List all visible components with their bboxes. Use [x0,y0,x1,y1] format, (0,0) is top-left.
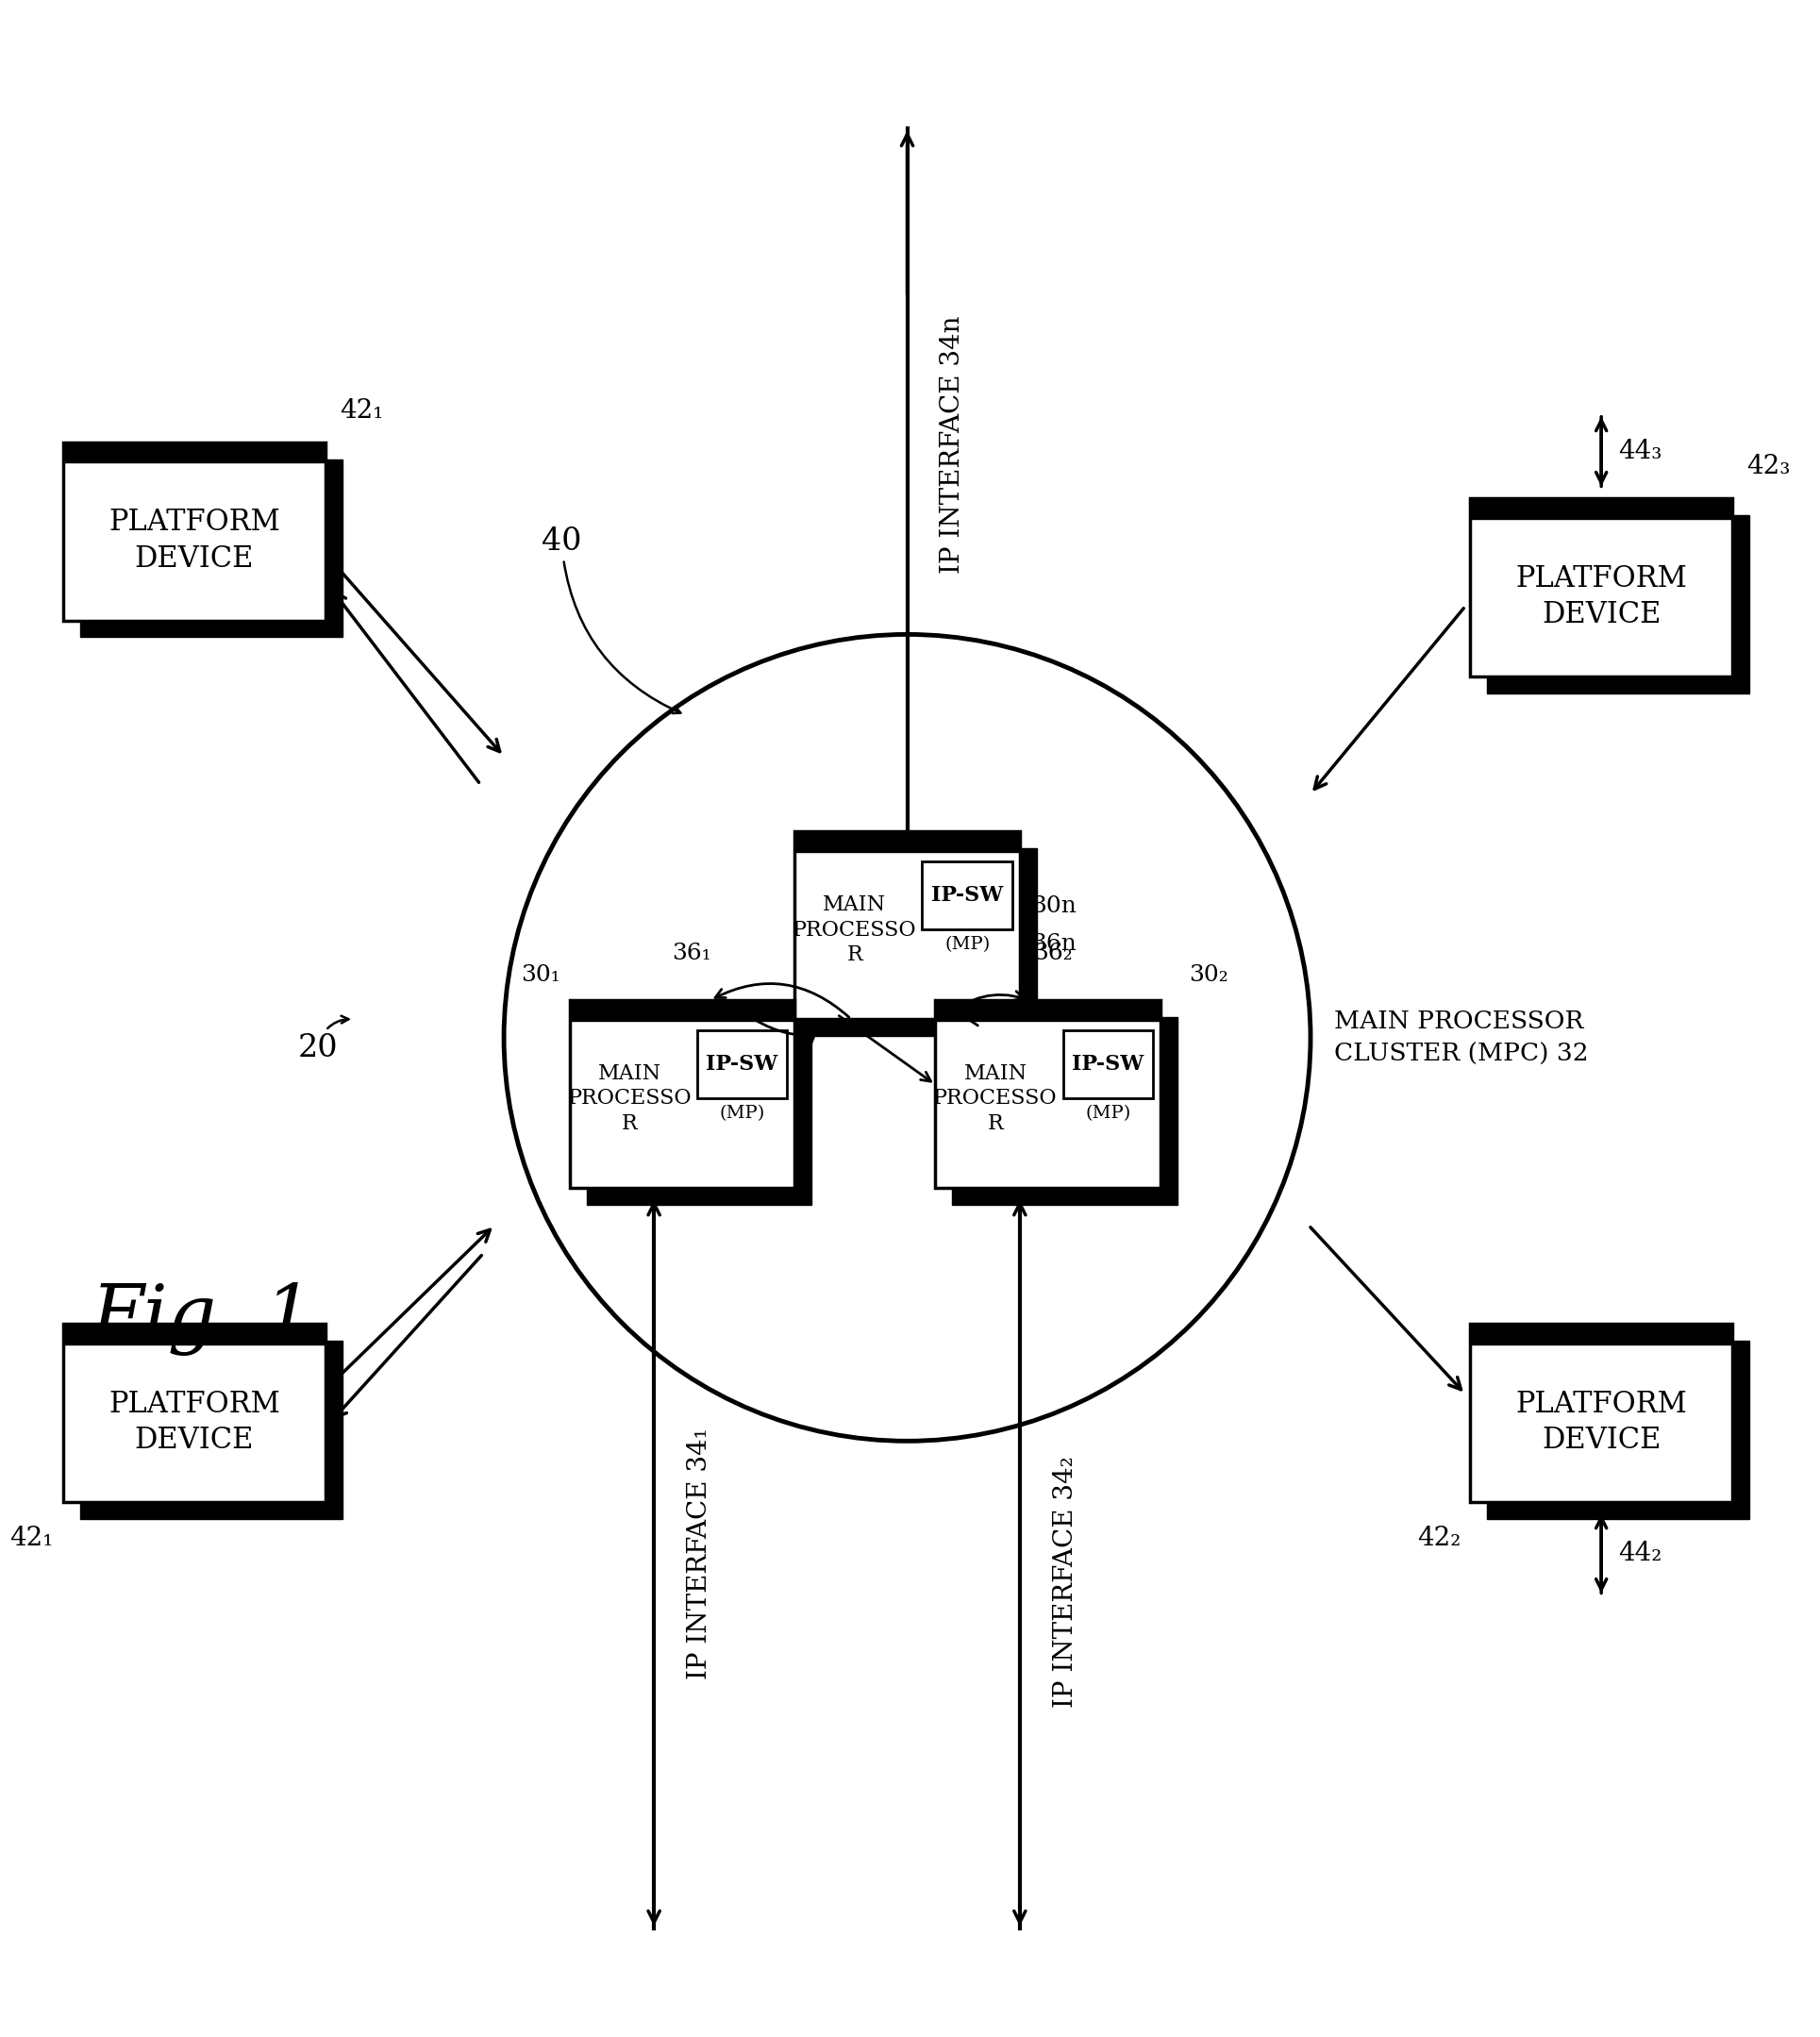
Text: PLATFORM
DEVICE: PLATFORM DEVICE [109,507,280,572]
Bar [1063,1031,1152,1098]
Bar [586,1016,812,1204]
Bar [570,1000,795,1188]
Text: MAIN
PROCESSO
R: MAIN PROCESSO R [568,1063,692,1135]
Text: (MP): (MP) [719,1106,764,1122]
Text: 40: 40 [541,526,681,713]
Text: PLATFORM
DEVICE: PLATFORM DEVICE [1516,1389,1687,1454]
Bar [935,1000,1161,1188]
Text: IP-SW: IP-SW [1072,1053,1145,1073]
Bar [80,458,342,638]
Text: IP-SW: IP-SW [706,1053,779,1073]
Text: PLATFORM
DEVICE: PLATFORM DEVICE [109,1389,280,1454]
Text: (MP): (MP) [1085,1106,1130,1122]
Text: 42₁: 42₁ [340,397,384,424]
Text: 33: 33 [812,1010,844,1037]
Bar [795,831,1019,851]
Bar [697,1031,788,1098]
Text: IP INTERFACE 34n: IP INTERFACE 34n [941,316,966,574]
Text: 44₂: 44₂ [1618,1540,1662,1566]
Bar [1487,515,1749,693]
Bar [795,831,1019,1018]
Text: 42₃: 42₃ [1747,454,1791,479]
Bar [1471,1324,1733,1501]
Bar [570,1000,795,1021]
Bar [923,862,1012,929]
Text: Fig. 1: Fig. 1 [91,1283,313,1357]
Text: IP INTERFACE 34₁: IP INTERFACE 34₁ [686,1428,712,1678]
Text: MAIN
PROCESSO
R: MAIN PROCESSO R [934,1063,1057,1135]
Bar [1471,499,1733,676]
Text: 42₁: 42₁ [9,1526,55,1550]
Text: 42₂: 42₂ [1416,1526,1461,1550]
Bar [1487,1340,1749,1520]
Text: IP-SW: IP-SW [932,884,1003,906]
Bar [1471,1324,1733,1344]
Bar [812,847,1037,1037]
Text: PLATFORM
DEVICE: PLATFORM DEVICE [1516,564,1687,629]
Bar [64,442,326,462]
Bar [64,1324,326,1501]
Text: 30₂: 30₂ [1188,964,1228,986]
Text: 20: 20 [297,1016,349,1063]
Text: MAIN
PROCESSO
R: MAIN PROCESSO R [792,894,917,966]
Bar [64,1324,326,1344]
Text: 36n: 36n [1030,933,1076,955]
Text: MAIN PROCESSOR
CLUSTER (MPC) 32: MAIN PROCESSOR CLUSTER (MPC) 32 [1334,1010,1589,1065]
Text: 30n: 30n [1030,896,1076,917]
Text: (MP): (MP) [945,937,990,953]
Bar [1471,499,1733,519]
Bar [935,1000,1161,1021]
Text: 44₃: 44₃ [1618,438,1662,464]
Text: 30₁: 30₁ [521,964,561,986]
Bar [64,442,326,621]
Text: IP INTERFACE 34₂: IP INTERFACE 34₂ [1052,1456,1077,1707]
Text: 36₂: 36₂ [1034,943,1072,966]
Bar [80,1340,342,1520]
Text: 36₁: 36₁ [672,943,712,966]
Bar [952,1016,1178,1204]
